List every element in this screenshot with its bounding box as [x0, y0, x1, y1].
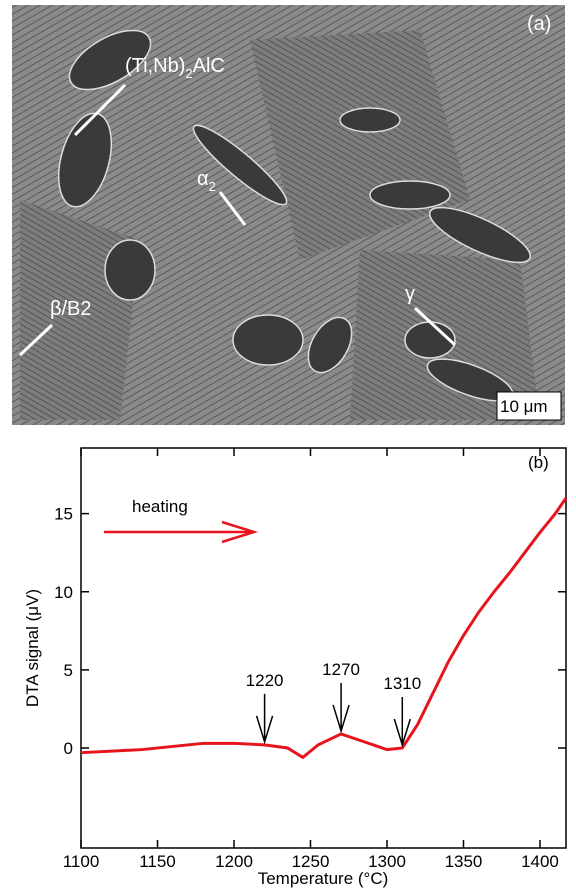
heating-arrow	[104, 522, 254, 542]
marker-arrow	[333, 683, 349, 731]
micrograph: (a) (Ti,Nb)2AlC α2 β/B2 γ 10 μm	[12, 5, 565, 425]
y-tick-label: 10	[54, 583, 73, 602]
x-tick-label: 1300	[368, 852, 406, 871]
annotation: heating	[132, 497, 188, 516]
x-tick-label: 1200	[215, 852, 253, 871]
y-tick-label: 15	[54, 505, 73, 524]
chart: (b) heating Temperature (°C) DTA signal …	[23, 448, 566, 888]
x-tick-label: 1350	[445, 852, 483, 871]
data-line	[81, 498, 566, 757]
page: {"micrograph": {"panel": "(a)", "phase_c…	[0, 0, 576, 896]
x-tick-label: 1250	[292, 852, 330, 871]
panel-label: (b)	[528, 453, 549, 472]
x-tick-label: 1100	[63, 852, 100, 871]
panel-label: (a)	[527, 13, 551, 35]
x-tick-label: 1150	[139, 852, 176, 871]
x-axis-title: Temperature (°C)	[258, 869, 389, 888]
marker-label: 1310	[383, 674, 421, 693]
scale-bar-label: 10 μm	[500, 397, 548, 416]
marker-label: 1220	[246, 671, 284, 690]
phase-label: γ	[405, 283, 415, 305]
y-axis-title: DTA signal (μV)	[23, 589, 42, 707]
marker-arrow	[257, 694, 273, 742]
y-tick-label: 0	[64, 739, 73, 758]
figure: (a) (Ti,Nb)2AlC α2 β/B2 γ 10 μm (b) heat…	[0, 0, 576, 896]
phase-label: β/B2	[50, 298, 92, 320]
x-tick-label: 1400	[521, 852, 559, 871]
marker-label: 1270	[322, 660, 360, 679]
y-tick-label: 5	[64, 661, 73, 680]
